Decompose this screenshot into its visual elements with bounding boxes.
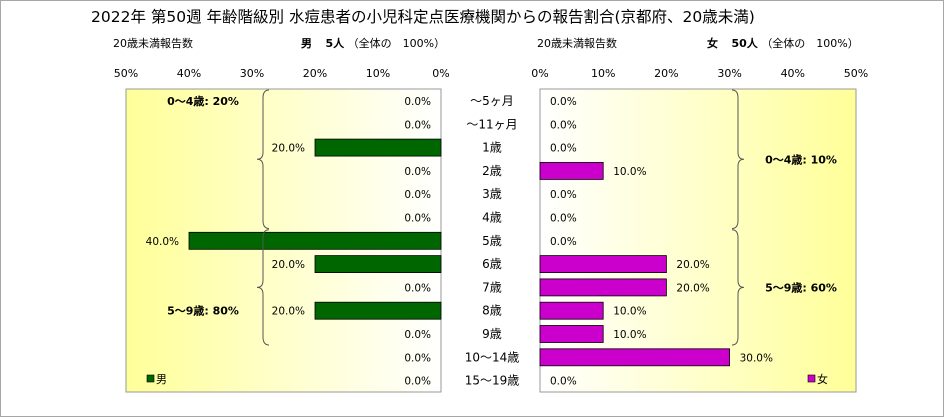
- female-bar: [539, 278, 667, 297]
- male-value-label: 0.0%: [404, 376, 431, 388]
- male-age-group-label: 5～9歳: 80%: [167, 304, 239, 318]
- male-share: （全体の 100%）: [347, 37, 446, 50]
- male-axis-tick: 10%: [366, 67, 390, 80]
- male-value-label: 0.0%: [404, 189, 431, 201]
- male-value-label: 40.0%: [146, 236, 179, 248]
- female-value-label: 10.0%: [613, 329, 646, 341]
- female-age-group-label: 0～4歳: 10%: [765, 152, 837, 166]
- age-category-label: 8歳: [482, 304, 502, 318]
- age-category-label: 2歳: [482, 164, 502, 178]
- female-age-group-brace: [731, 89, 745, 229]
- age-category-label: ～5ヶ月: [470, 94, 514, 108]
- female-sex-label: 女: [707, 37, 718, 50]
- female-legend-swatch: [807, 374, 816, 383]
- female-age-group-label: 5～9歳: 60%: [765, 280, 837, 294]
- male-axis-tick: 20%: [303, 67, 327, 80]
- age-category-label: 6歳: [482, 257, 502, 271]
- age-category-label: 10～14歳: [465, 350, 520, 364]
- age-category-label: 5歳: [482, 234, 502, 248]
- male-axis-tick: 30%: [240, 67, 264, 80]
- female-bar: [539, 348, 731, 367]
- chart-title: 2022年 第50週 年齢階級別 水痘患者の小児科定点医療機関からの報告割合(京…: [91, 8, 755, 26]
- male-value-label: 20.0%: [272, 143, 305, 155]
- female-share: （全体の 100%）: [761, 37, 859, 50]
- age-category-label: 9歳: [482, 327, 502, 341]
- female-value-label: 0.0%: [550, 236, 577, 248]
- female-value-label: 0.0%: [550, 213, 577, 225]
- female-value-label: 0.0%: [550, 119, 577, 131]
- age-category-label: 1歳: [482, 141, 502, 155]
- age-category-label: 3歳: [482, 187, 502, 201]
- male-legend-swatch: [146, 374, 155, 383]
- male-value-label: 20.0%: [272, 259, 305, 271]
- female-legend-label: 女: [817, 372, 828, 386]
- female-axis-tick: 30%: [717, 67, 741, 80]
- female-age-group-brace: [731, 229, 745, 346]
- female-value-label: 0.0%: [550, 376, 577, 388]
- male-count-label: 20歳未満報告数: [113, 37, 193, 50]
- male-bar: [314, 255, 442, 274]
- male-value-label: 0.0%: [404, 352, 431, 364]
- female-plot-area: [539, 88, 857, 393]
- male-value-label: 20.0%: [272, 306, 305, 318]
- female-value-label: 10.0%: [613, 166, 646, 178]
- female-value-label: 10.0%: [613, 306, 646, 318]
- male-value-label: 0.0%: [404, 166, 431, 178]
- male-value-label: 0.0%: [404, 119, 431, 131]
- female-axis-tick: 10%: [591, 67, 615, 80]
- female-bar: [539, 325, 604, 343]
- age-category-label: ～11ヶ月: [466, 117, 517, 131]
- male-sex-label: 男: [301, 37, 312, 50]
- age-category-label: 15～19歳: [465, 374, 520, 388]
- female-value-label: 0.0%: [550, 96, 577, 108]
- male-bar: [314, 301, 442, 320]
- male-axis-tick: 40%: [177, 67, 201, 80]
- age-category-label: 7歳: [482, 280, 502, 294]
- female-value-label: 30.0%: [740, 352, 773, 364]
- male-axis-tick: 50%: [114, 67, 138, 80]
- female-axis-tick: 40%: [781, 67, 805, 80]
- female-count: 50人: [731, 37, 758, 50]
- female-value-label: 20.0%: [676, 282, 709, 294]
- male-bar: [314, 138, 442, 157]
- female-bar: [539, 255, 667, 274]
- female-value-label: 0.0%: [550, 189, 577, 201]
- male-count: 5人: [325, 37, 345, 50]
- female-bar: [539, 161, 604, 180]
- age-category-label: 4歳: [482, 211, 502, 225]
- female-value-label: 20.0%: [676, 259, 709, 271]
- male-age-group-brace: [256, 89, 270, 229]
- male-summary: 男 5人 （全体の 100%）: [301, 35, 445, 51]
- female-summary: 女 50人 （全体の 100%）: [707, 35, 859, 51]
- male-value-label: 0.0%: [404, 213, 431, 225]
- female-axis-tick: 0%: [531, 67, 548, 80]
- female-value-label: 0.0%: [550, 143, 577, 155]
- male-axis-tick: 0%: [432, 67, 449, 80]
- female-axis-tick: 50%: [844, 67, 868, 80]
- male-age-group-label: 0～4歳: 20%: [167, 94, 239, 108]
- female-bar: [539, 301, 604, 320]
- male-age-group-brace: [256, 229, 270, 346]
- male-value-label: 0.0%: [404, 96, 431, 108]
- male-legend-label: 男: [156, 373, 167, 386]
- male-bar: [188, 231, 442, 250]
- male-value-label: 0.0%: [404, 282, 431, 294]
- male-value-label: 0.0%: [404, 329, 431, 341]
- female-count-label: 20歳未満報告数: [537, 37, 617, 50]
- female-axis-tick: 20%: [654, 67, 678, 80]
